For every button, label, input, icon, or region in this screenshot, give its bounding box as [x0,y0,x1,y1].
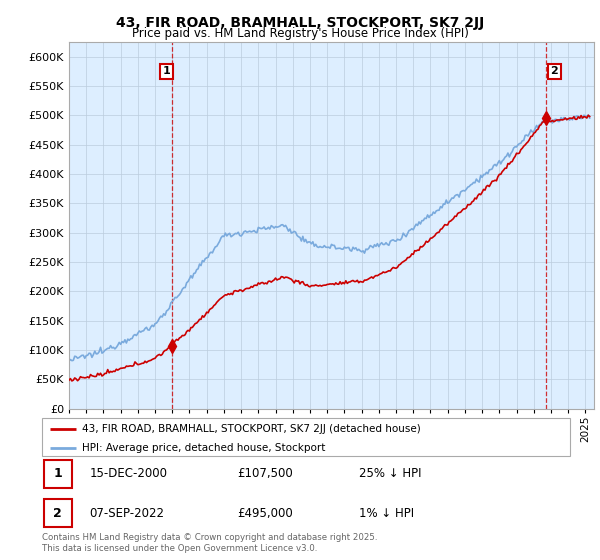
Text: 07-SEP-2022: 07-SEP-2022 [89,507,164,520]
Text: 15-DEC-2000: 15-DEC-2000 [89,468,167,480]
Text: 43, FIR ROAD, BRAMHALL, STOCKPORT, SK7 2JJ: 43, FIR ROAD, BRAMHALL, STOCKPORT, SK7 2… [116,16,484,30]
Text: 43, FIR ROAD, BRAMHALL, STOCKPORT, SK7 2JJ (detached house): 43, FIR ROAD, BRAMHALL, STOCKPORT, SK7 2… [82,424,421,434]
Text: 2: 2 [550,66,558,76]
FancyBboxPatch shape [44,499,71,527]
Text: £107,500: £107,500 [238,468,293,480]
Text: 1: 1 [53,468,62,480]
Text: 1: 1 [163,66,170,76]
Text: 1% ↓ HPI: 1% ↓ HPI [359,507,414,520]
Text: Price paid vs. HM Land Registry's House Price Index (HPI): Price paid vs. HM Land Registry's House … [131,27,469,40]
Text: 2: 2 [53,507,62,520]
Text: Contains HM Land Registry data © Crown copyright and database right 2025.
This d: Contains HM Land Registry data © Crown c… [42,533,377,553]
Text: HPI: Average price, detached house, Stockport: HPI: Average price, detached house, Stoc… [82,443,325,453]
FancyBboxPatch shape [44,460,71,488]
FancyBboxPatch shape [42,418,570,456]
Text: £495,000: £495,000 [238,507,293,520]
Text: 25% ↓ HPI: 25% ↓ HPI [359,468,421,480]
